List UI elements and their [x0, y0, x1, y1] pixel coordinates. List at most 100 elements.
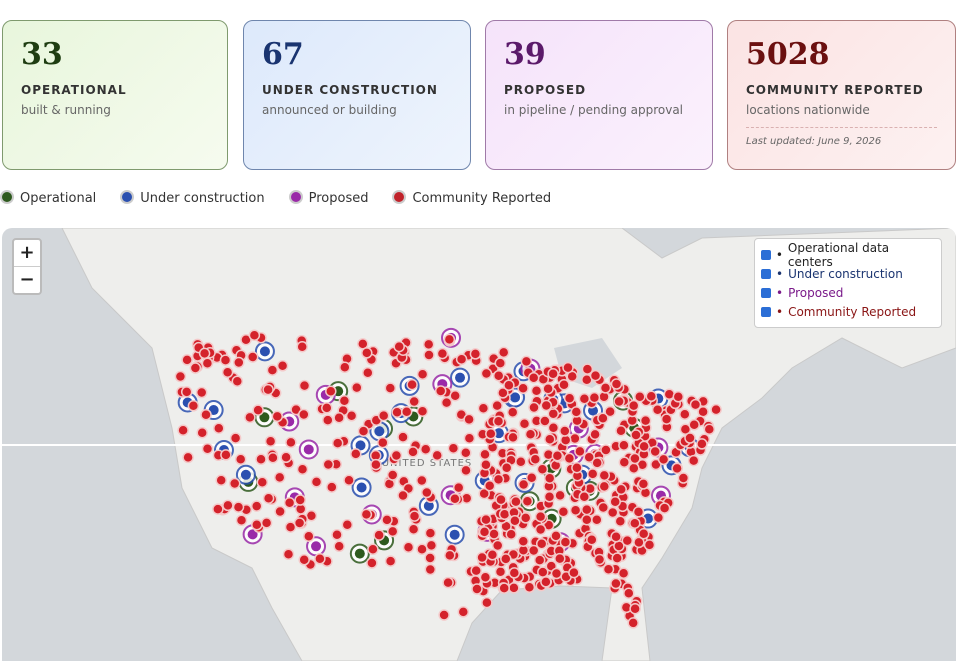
site-marker: [325, 385, 337, 397]
site-marker: [180, 386, 193, 398]
site-marker: [419, 443, 432, 455]
site-marker: [550, 530, 562, 542]
site-marker: [614, 515, 627, 527]
site-marker: [276, 360, 289, 372]
site-marker: [406, 378, 418, 391]
site-marker: [452, 481, 465, 494]
site-marker: [710, 403, 722, 416]
site-marker: [251, 518, 263, 531]
site-marker: [645, 390, 658, 403]
site-marker: [570, 406, 583, 418]
site-marker: [231, 375, 244, 387]
site-marker: [527, 371, 540, 384]
site-marker: [424, 552, 436, 564]
site-marker: [488, 528, 500, 540]
site-marker: [494, 357, 507, 369]
layer-item[interactable]: • Operational data centers: [761, 241, 935, 269]
site-marker: [296, 340, 308, 353]
site-marker: [521, 495, 534, 507]
site-marker: [310, 476, 323, 488]
site-marker: [338, 394, 351, 407]
site-marker: [503, 379, 515, 391]
layer-item[interactable]: • Under construction: [761, 264, 935, 283]
site-marker: [498, 582, 510, 594]
zoom-out[interactable]: −: [19, 269, 35, 290]
layer-item[interactable]: • Community Reported: [761, 302, 935, 321]
site-marker: [431, 449, 443, 462]
card-note: Last updated: June 9, 2026: [746, 127, 937, 147]
site-marker: [527, 544, 540, 557]
site-marker: [492, 473, 505, 486]
site-marker: [534, 523, 547, 536]
site-marker: [449, 493, 461, 505]
site-marker: [510, 392, 521, 403]
site-marker: [559, 536, 572, 548]
site-marker: [508, 567, 521, 579]
site-marker: [505, 528, 517, 541]
site-marker: [483, 479, 496, 492]
site-marker: [177, 424, 189, 437]
site-marker: [597, 412, 609, 425]
site-marker: [381, 514, 393, 526]
site-marker: [233, 356, 245, 369]
site-marker: [534, 510, 547, 523]
site-marker: [280, 451, 292, 464]
site-marker: [181, 354, 193, 366]
site-marker: [688, 419, 700, 431]
card: 33 OPERATIONAL built & running: [2, 20, 228, 170]
site-marker: [491, 399, 503, 412]
site-marker: [658, 502, 671, 514]
site-marker: [357, 425, 370, 437]
site-marker: [221, 366, 234, 379]
site-marker: [374, 426, 385, 437]
site-marker: [479, 571, 492, 584]
site-marker: [460, 464, 472, 477]
site-marker: [539, 415, 551, 427]
zoom-in[interactable]: +: [14, 240, 40, 267]
site-marker: [470, 564, 482, 577]
site-marker: [485, 428, 497, 440]
site-marker: [408, 395, 420, 408]
site-marker: [384, 555, 397, 567]
site-marker: [220, 449, 232, 461]
map[interactable]: UNITED STATES + − • Operational data cent…: [2, 228, 956, 661]
card-value: 5028: [746, 37, 830, 72]
site-marker: [460, 447, 472, 459]
site-marker: [602, 563, 615, 575]
site-marker: [599, 382, 612, 394]
site-marker: [200, 408, 212, 421]
site-marker: [569, 432, 581, 445]
site-marker: [633, 536, 645, 549]
site-marker: [408, 510, 421, 522]
site-marker: [355, 440, 366, 451]
site-marker: [517, 535, 530, 547]
site-marker: [390, 449, 403, 462]
site-marker: [500, 553, 512, 565]
site-marker: [589, 428, 601, 441]
site-marker: [339, 361, 351, 374]
site-marker: [506, 406, 519, 419]
site-marker: [529, 453, 542, 465]
site-marker: [438, 609, 450, 621]
layer-item[interactable]: • Proposed: [761, 283, 935, 302]
site-marker: [657, 453, 670, 466]
site-marker: [252, 404, 264, 416]
site-marker: [515, 456, 527, 468]
site-marker: [498, 508, 511, 521]
site-marker: [400, 406, 413, 418]
site-marker: [593, 553, 606, 566]
site-marker: [517, 382, 529, 395]
site-marker: [298, 554, 310, 566]
site-marker: [314, 553, 326, 565]
site-marker: [557, 506, 570, 518]
site-marker: [481, 596, 493, 609]
site-marker: [542, 382, 554, 395]
legend-label: Community Reported: [412, 191, 552, 206]
site-marker: [264, 435, 277, 447]
site-marker: [294, 494, 306, 506]
site-marker: [407, 446, 419, 458]
card-value: 39: [504, 37, 546, 72]
site-marker: [397, 489, 409, 502]
site-marker: [259, 346, 270, 357]
